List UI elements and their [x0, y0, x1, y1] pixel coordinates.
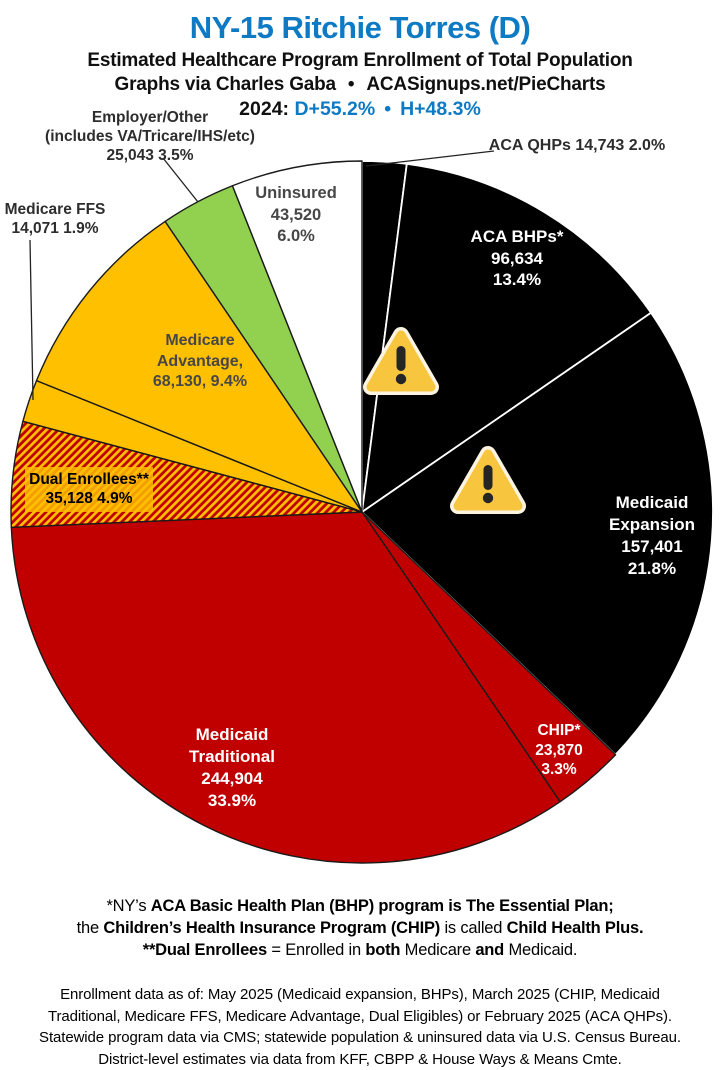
footnote-line: *NY’s ACA Basic Health Plan (BHP) progra…: [106, 897, 614, 915]
footnote-line: the Children’s Health Insurance Program …: [76, 918, 644, 937]
chart-subtitle: Estimated Healthcare Program Enrollment …: [87, 50, 633, 71]
site-link-text: ACASignups.net/PieCharts: [366, 74, 606, 95]
footnote-line: **Dual Enrollees = Enrolled in both Medi…: [142, 940, 578, 959]
medicare-ffs-leader-line: [29, 239, 34, 401]
footnote-definitions: *NY’s ACA Basic Health Plan (BHP) progra…: [0, 896, 720, 961]
pie-slice-uninsured: [231, 160, 363, 513]
house-margin: H+48.3%: [400, 98, 481, 120]
pie-slice-medicaid-traditional: [10, 511, 561, 864]
slice-label-aca-qhps: ACA QHPs 14,743 2.0%: [488, 137, 666, 154]
partisan-lean-line: 2024: D+55.2% • H+48.3%: [0, 98, 720, 121]
pie-slice-aca-bhps: [361, 162, 652, 513]
employer-other-leader-line: [162, 157, 199, 203]
slice-label-medicare-ffs: Medicare FFS 14,071 1.9%: [4, 201, 106, 237]
slice-label-medicaid-traditional: Medicaid Traditional 244,904 33.9%: [189, 725, 275, 810]
page-title: NY-15 Ritchie Torres (D): [189, 10, 531, 45]
credit-line: Graphs via Charles Gaba • ACASignups.net/P…: [0, 74, 720, 96]
slice-label-chip: CHIP* 23,870 3.3%: [535, 722, 583, 778]
aca-qhps-leader-line: [365, 150, 495, 167]
credit-text: Graphs via Charles Gaba: [114, 74, 337, 95]
slice-label-employer-other: Employer/Other (includes VA/Tricare/IHS/…: [45, 109, 255, 164]
warning-icon: [450, 446, 526, 514]
pie-slice-medicaid-expansion: [361, 311, 714, 756]
pie-slice-medicare-advantage: [35, 220, 363, 513]
slice-label-aca-bhps: ACA BHPs* 96,634 13.4%: [470, 227, 564, 289]
year-label: 2024:: [239, 98, 290, 120]
slice-label-uninsured: Uninsured 43,520 6.0%: [255, 184, 337, 245]
bullet-separator: •: [384, 98, 392, 120]
slice-label-dual-enrollees: Dual Enrollees** 35,128 4.9%: [25, 467, 153, 512]
dem-margin: D+55.2%: [294, 98, 376, 120]
warning-icon: [363, 327, 439, 395]
data-source-note: Enrollment data as of: May 2025 (Medicai…: [39, 986, 681, 1068]
slice-label-medicare-advantage: Medicare Advantage, 68,130, 9.4%: [152, 332, 248, 390]
slice-label-medicaid-expansion: Medicaid Expansion 157,401 21.8%: [609, 493, 695, 578]
bullet-separator: •: [347, 74, 355, 95]
